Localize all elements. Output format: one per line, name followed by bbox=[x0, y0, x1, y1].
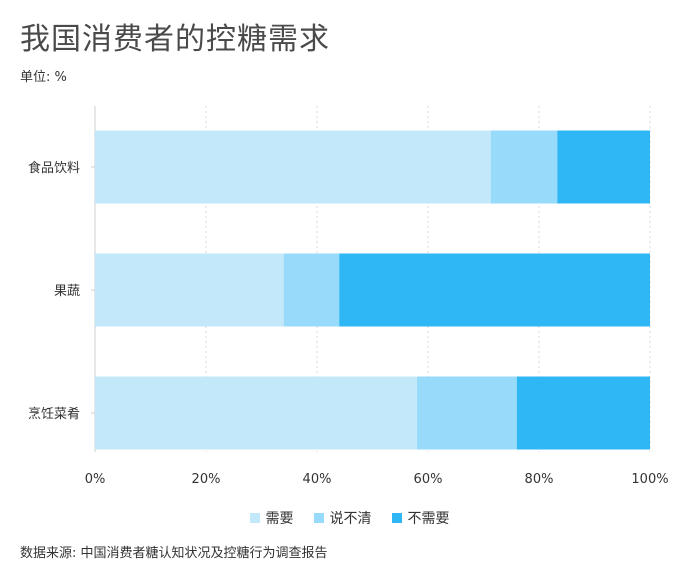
bar-segment bbox=[557, 130, 650, 204]
legend-swatch bbox=[391, 513, 402, 523]
source-note: 数据来源: 中国消费者糖认知状况及控糖行为调查报告 bbox=[20, 546, 328, 561]
legend-swatch bbox=[313, 513, 324, 523]
bar-segment bbox=[416, 376, 517, 450]
bar-segment bbox=[283, 253, 340, 327]
bar-segment bbox=[490, 130, 558, 204]
x-tick-label: 60% bbox=[414, 472, 443, 487]
bar-segment bbox=[95, 130, 491, 204]
legend-label: 需要 bbox=[265, 511, 294, 527]
y-category-label: 烹饪菜肴 bbox=[28, 407, 80, 422]
legend-item: 不需要 bbox=[391, 508, 450, 528]
x-tick-label: 20% bbox=[192, 472, 221, 487]
y-category-label: 果蔬 bbox=[54, 284, 80, 299]
chart-title: 我国消费者的控糖需求 bbox=[20, 22, 330, 57]
legend-label: 说不清 bbox=[329, 511, 372, 527]
chart-legend: 需要 说不清 不需要 bbox=[0, 508, 699, 528]
x-tick-label: 100% bbox=[631, 472, 668, 487]
bar-segment bbox=[516, 376, 650, 450]
legend-item: 说不清 bbox=[313, 508, 372, 528]
legend-swatch bbox=[249, 513, 260, 523]
bar-segment bbox=[95, 376, 417, 450]
bar-segment bbox=[339, 253, 650, 327]
bar-segment bbox=[95, 253, 284, 327]
x-tick-label: 40% bbox=[303, 472, 332, 487]
legend-item: 需要 bbox=[249, 508, 294, 528]
y-category-label: 食品饮料 bbox=[28, 160, 80, 176]
unit-label: 单位: % bbox=[20, 70, 67, 85]
x-tick-label: 80% bbox=[525, 472, 554, 487]
legend-label: 不需要 bbox=[407, 511, 450, 527]
x-tick-label: 0% bbox=[85, 472, 106, 487]
